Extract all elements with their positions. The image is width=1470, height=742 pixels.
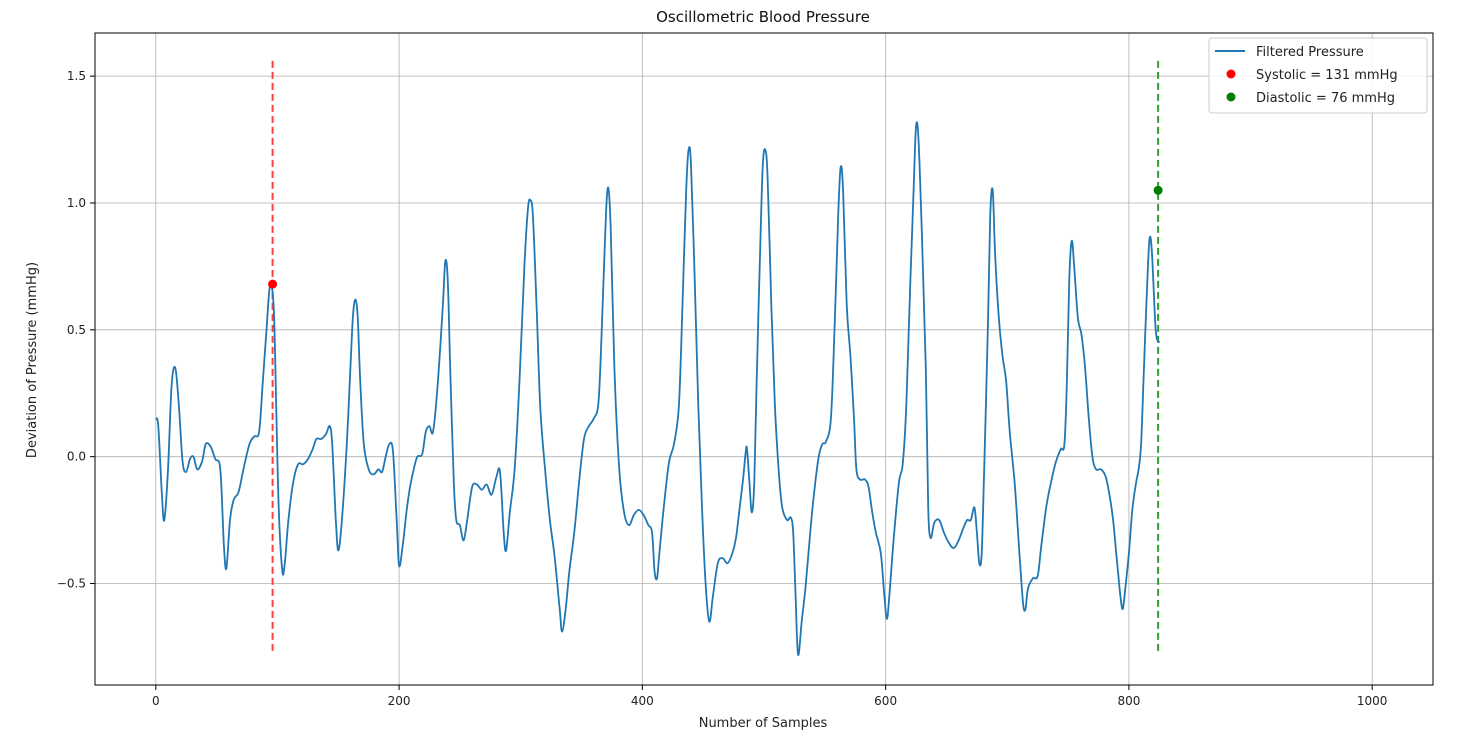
plot-area bbox=[154, 60, 1163, 656]
series-line-filtered-pressure bbox=[154, 121, 1161, 656]
grid-lines bbox=[95, 33, 1433, 685]
plot-frame bbox=[94, 32, 1434, 686]
y-tick-label: −0.5 bbox=[57, 577, 86, 591]
marker-point bbox=[1153, 185, 1163, 195]
x-tick-label: 400 bbox=[631, 694, 654, 708]
y-tick-label: 1.5 bbox=[67, 69, 86, 83]
x-tick-label: 1000 bbox=[1357, 694, 1388, 708]
chart-title: Oscillometric Blood Pressure bbox=[656, 8, 870, 26]
legend-label-filtered: Filtered Pressure bbox=[1256, 45, 1364, 60]
legend-systolic-marker bbox=[1226, 69, 1236, 79]
y-tick-label: 0.0 bbox=[67, 450, 86, 464]
x-tick-label: 200 bbox=[388, 694, 411, 708]
x-axis-ticks: 0 200 400 600 800 1000 bbox=[152, 685, 1387, 708]
legend-label-diastolic: Diastolic = 76 mmHg bbox=[1256, 91, 1395, 106]
y-axis-ticks: −0.5 0.0 0.5 1.0 1.5 bbox=[57, 69, 95, 591]
x-tick-label: 600 bbox=[874, 694, 897, 708]
legend: Filtered Pressure Systolic = 131 mmHg Di… bbox=[1208, 37, 1428, 114]
legend-box bbox=[1208, 37, 1428, 114]
marker-point bbox=[268, 279, 278, 289]
x-tick-label: 0 bbox=[152, 694, 160, 708]
y-tick-label: 0.5 bbox=[67, 323, 86, 337]
x-tick-label: 800 bbox=[1117, 694, 1140, 708]
y-tick-label: 1.0 bbox=[67, 196, 86, 210]
y-axis-label: Deviation of Pressure (mmHg) bbox=[25, 262, 40, 458]
legend-label-systolic: Systolic = 131 mmHg bbox=[1256, 68, 1398, 83]
x-axis-label: Number of Samples bbox=[699, 716, 828, 731]
legend-diastolic-marker bbox=[1226, 92, 1236, 102]
